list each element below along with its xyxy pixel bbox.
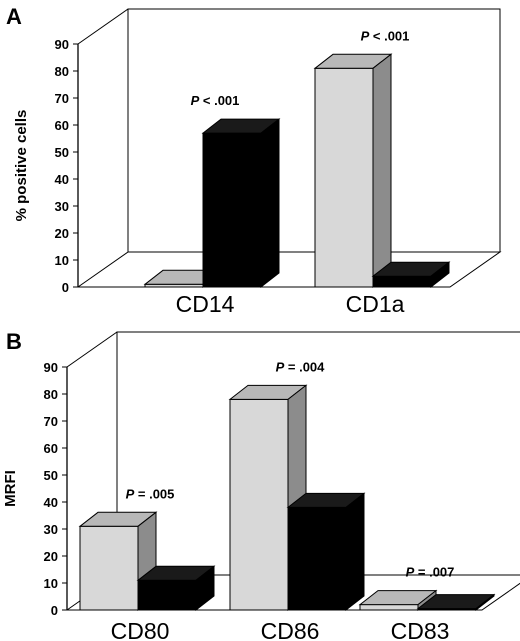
p-value-symbol: P — [361, 28, 370, 43]
category-label-cd80: CD80 — [111, 618, 170, 641]
bar-side-cd83-series-2 — [475, 593, 495, 612]
y-tick-label: 30 — [55, 199, 69, 214]
p-value-text: < .001 — [199, 93, 239, 108]
bar-cd1a-series-2 — [372, 275, 432, 288]
p-value-symbol: P — [191, 93, 200, 108]
category-label-cd86: CD86 — [261, 618, 320, 641]
y-tick-label: 0 — [51, 603, 58, 618]
y-tick-label: 80 — [44, 387, 58, 402]
y-tick-label: 40 — [44, 495, 58, 510]
bar-side-cd86-series-2 — [345, 492, 365, 612]
p-value-text: = .007 — [414, 565, 454, 580]
bar-cd80-series-2 — [137, 579, 197, 611]
bar-cd83-series-1 — [359, 604, 419, 611]
y-tick-label: 20 — [44, 549, 58, 564]
chart-panel-a: 0 10 20 30 40 50 60 70 80 90 A % positive cells CD14… — [6, 4, 502, 317]
back-wall — [127, 8, 501, 253]
p-value-text: = .004 — [284, 359, 325, 374]
bar-cd14-series-2 — [202, 132, 262, 288]
y-tick-label: 60 — [44, 441, 58, 456]
y-axis-label: % positive cells — [13, 110, 30, 222]
p-value-annotation-cd86: P = .004 — [276, 359, 326, 374]
panel-letter: B — [6, 329, 22, 354]
y-axis-label: MRFI — [2, 470, 19, 507]
y-tick-label: 0 — [62, 280, 69, 295]
p-value-annotation-cd14: P < .001 — [191, 93, 240, 108]
p-value-annotation-cd1a: P < .001 — [361, 28, 410, 43]
y-tick-label: 90 — [44, 360, 58, 375]
p-value-symbol: P — [126, 486, 135, 501]
y-tick-label: 20 — [55, 226, 69, 241]
y-tick-label: 70 — [44, 414, 58, 429]
y-tick-label: 40 — [55, 172, 69, 187]
bar-side-cd14-series-2 — [260, 118, 280, 289]
chart-panel-b: 0 10 20 30 40 50 60 70 80 90 B MRFI CD80 P = .005 CD86… — [2, 329, 520, 641]
category-label-cd1a: CD1a — [346, 291, 405, 317]
side-edge — [66, 331, 118, 368]
y-tick-label: 60 — [55, 118, 69, 133]
y-tick-label: 90 — [55, 37, 69, 52]
category-label-cd14: CD14 — [176, 291, 235, 317]
y-tick-label: 10 — [44, 576, 58, 591]
y-tick-label: 80 — [55, 64, 69, 79]
p-value-text: = .005 — [134, 486, 174, 501]
p-value-text: < .001 — [369, 28, 409, 43]
y-tick-label: 50 — [55, 145, 69, 160]
bar-cd80-series-1 — [79, 525, 139, 611]
y-tick-label: 10 — [55, 253, 69, 268]
p-value-annotation-cd80: P = .005 — [126, 486, 175, 501]
p-value-symbol: P — [276, 359, 285, 374]
y-tick-label: 70 — [55, 91, 69, 106]
bar-side-cd80-series-2 — [195, 565, 215, 612]
y-tick-label: 50 — [44, 468, 58, 483]
bar-cd86-series-2 — [287, 506, 347, 611]
category-label-cd83: CD83 — [391, 618, 450, 641]
back-wall — [116, 331, 520, 576]
side-edge — [77, 8, 129, 45]
bar-side-cd1a-series-2 — [430, 261, 450, 289]
p-value-annotation-cd83: P = .007 — [406, 565, 455, 580]
bar-side-cd1a-series-1 — [372, 53, 392, 289]
panel-letter: A — [6, 4, 22, 29]
bar-cd1a-series-1 — [314, 67, 374, 288]
bar-cd86-series-1 — [229, 398, 289, 611]
p-value-symbol: P — [406, 565, 415, 580]
y-tick-label: 30 — [44, 522, 58, 537]
